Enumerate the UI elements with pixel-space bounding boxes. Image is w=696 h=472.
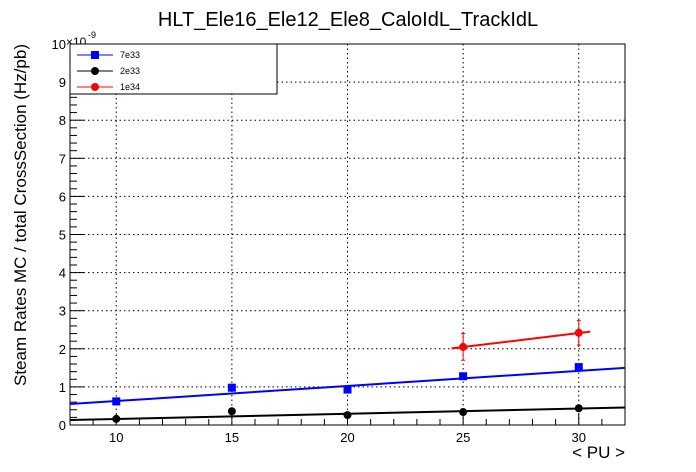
fit-line-1e34 xyxy=(451,330,591,350)
data-point-2e33 xyxy=(459,408,468,417)
data-markers xyxy=(112,328,583,423)
legend-box xyxy=(69,43,278,95)
x-tick-label: 20 xyxy=(340,430,354,445)
y-tick-label: 8 xyxy=(59,113,66,128)
y-tick-label: 1 xyxy=(59,380,66,395)
y-tick-label: 5 xyxy=(59,228,66,243)
legend-label: 1e34 xyxy=(120,82,140,92)
chart-title: HLT_Ele16_Ele12_Ele8_CaloIdL_TrackIdL xyxy=(158,9,538,31)
data-point-7e33 xyxy=(343,385,352,394)
y-multiplier-exponent: -9 xyxy=(88,30,96,40)
x-tick-label: 15 xyxy=(225,430,239,445)
data-point-2e33 xyxy=(227,407,236,416)
data-point-1e34 xyxy=(459,342,468,351)
y-tick-label: 0 xyxy=(59,418,66,433)
legend-entry-7e33: 7e33 xyxy=(77,50,140,60)
legend-marker xyxy=(91,83,99,91)
x-axis-ticks: 10 15 20 25 30 xyxy=(69,414,626,445)
x-tick-label: 25 xyxy=(456,430,470,445)
data-point-1e34 xyxy=(574,328,583,337)
y-tick-label: 7 xyxy=(59,151,66,166)
y-tick-label: 9 xyxy=(59,75,66,90)
legend: 7e33 2e33 1e34 xyxy=(69,43,278,95)
y-tick-label: 3 xyxy=(59,304,66,319)
grid-lines xyxy=(70,44,625,425)
y-axis-ticks: 0 1 2 3 4 5 6 7 8 9 10 xyxy=(52,37,84,433)
data-point-2e33 xyxy=(574,404,583,413)
x-tick-label: 10 xyxy=(109,430,123,445)
y-tick-label: 4 xyxy=(59,266,66,281)
legend-label: 2e33 xyxy=(120,66,140,76)
legend-marker xyxy=(91,67,99,75)
data-point-7e33 xyxy=(112,397,121,406)
data-point-7e33 xyxy=(227,383,236,392)
y-axis-label: Steam Rates MC / total CrossSection (Hz/… xyxy=(11,44,30,386)
y-tick-label: 6 xyxy=(59,189,66,204)
legend-marker xyxy=(91,51,99,59)
legend-label: 7e33 xyxy=(120,50,140,60)
data-point-7e33 xyxy=(459,372,468,381)
legend-entry-2e33: 2e33 xyxy=(77,66,140,76)
x-axis-label: < PU > xyxy=(572,443,625,462)
fit-lines xyxy=(69,330,626,422)
x-tick-label: 30 xyxy=(572,430,586,445)
data-point-7e33 xyxy=(574,363,583,372)
y-tick-label: 10 xyxy=(52,37,66,52)
legend-entry-1e34: 1e34 xyxy=(77,82,140,92)
y-tick-label: 2 xyxy=(59,342,66,357)
